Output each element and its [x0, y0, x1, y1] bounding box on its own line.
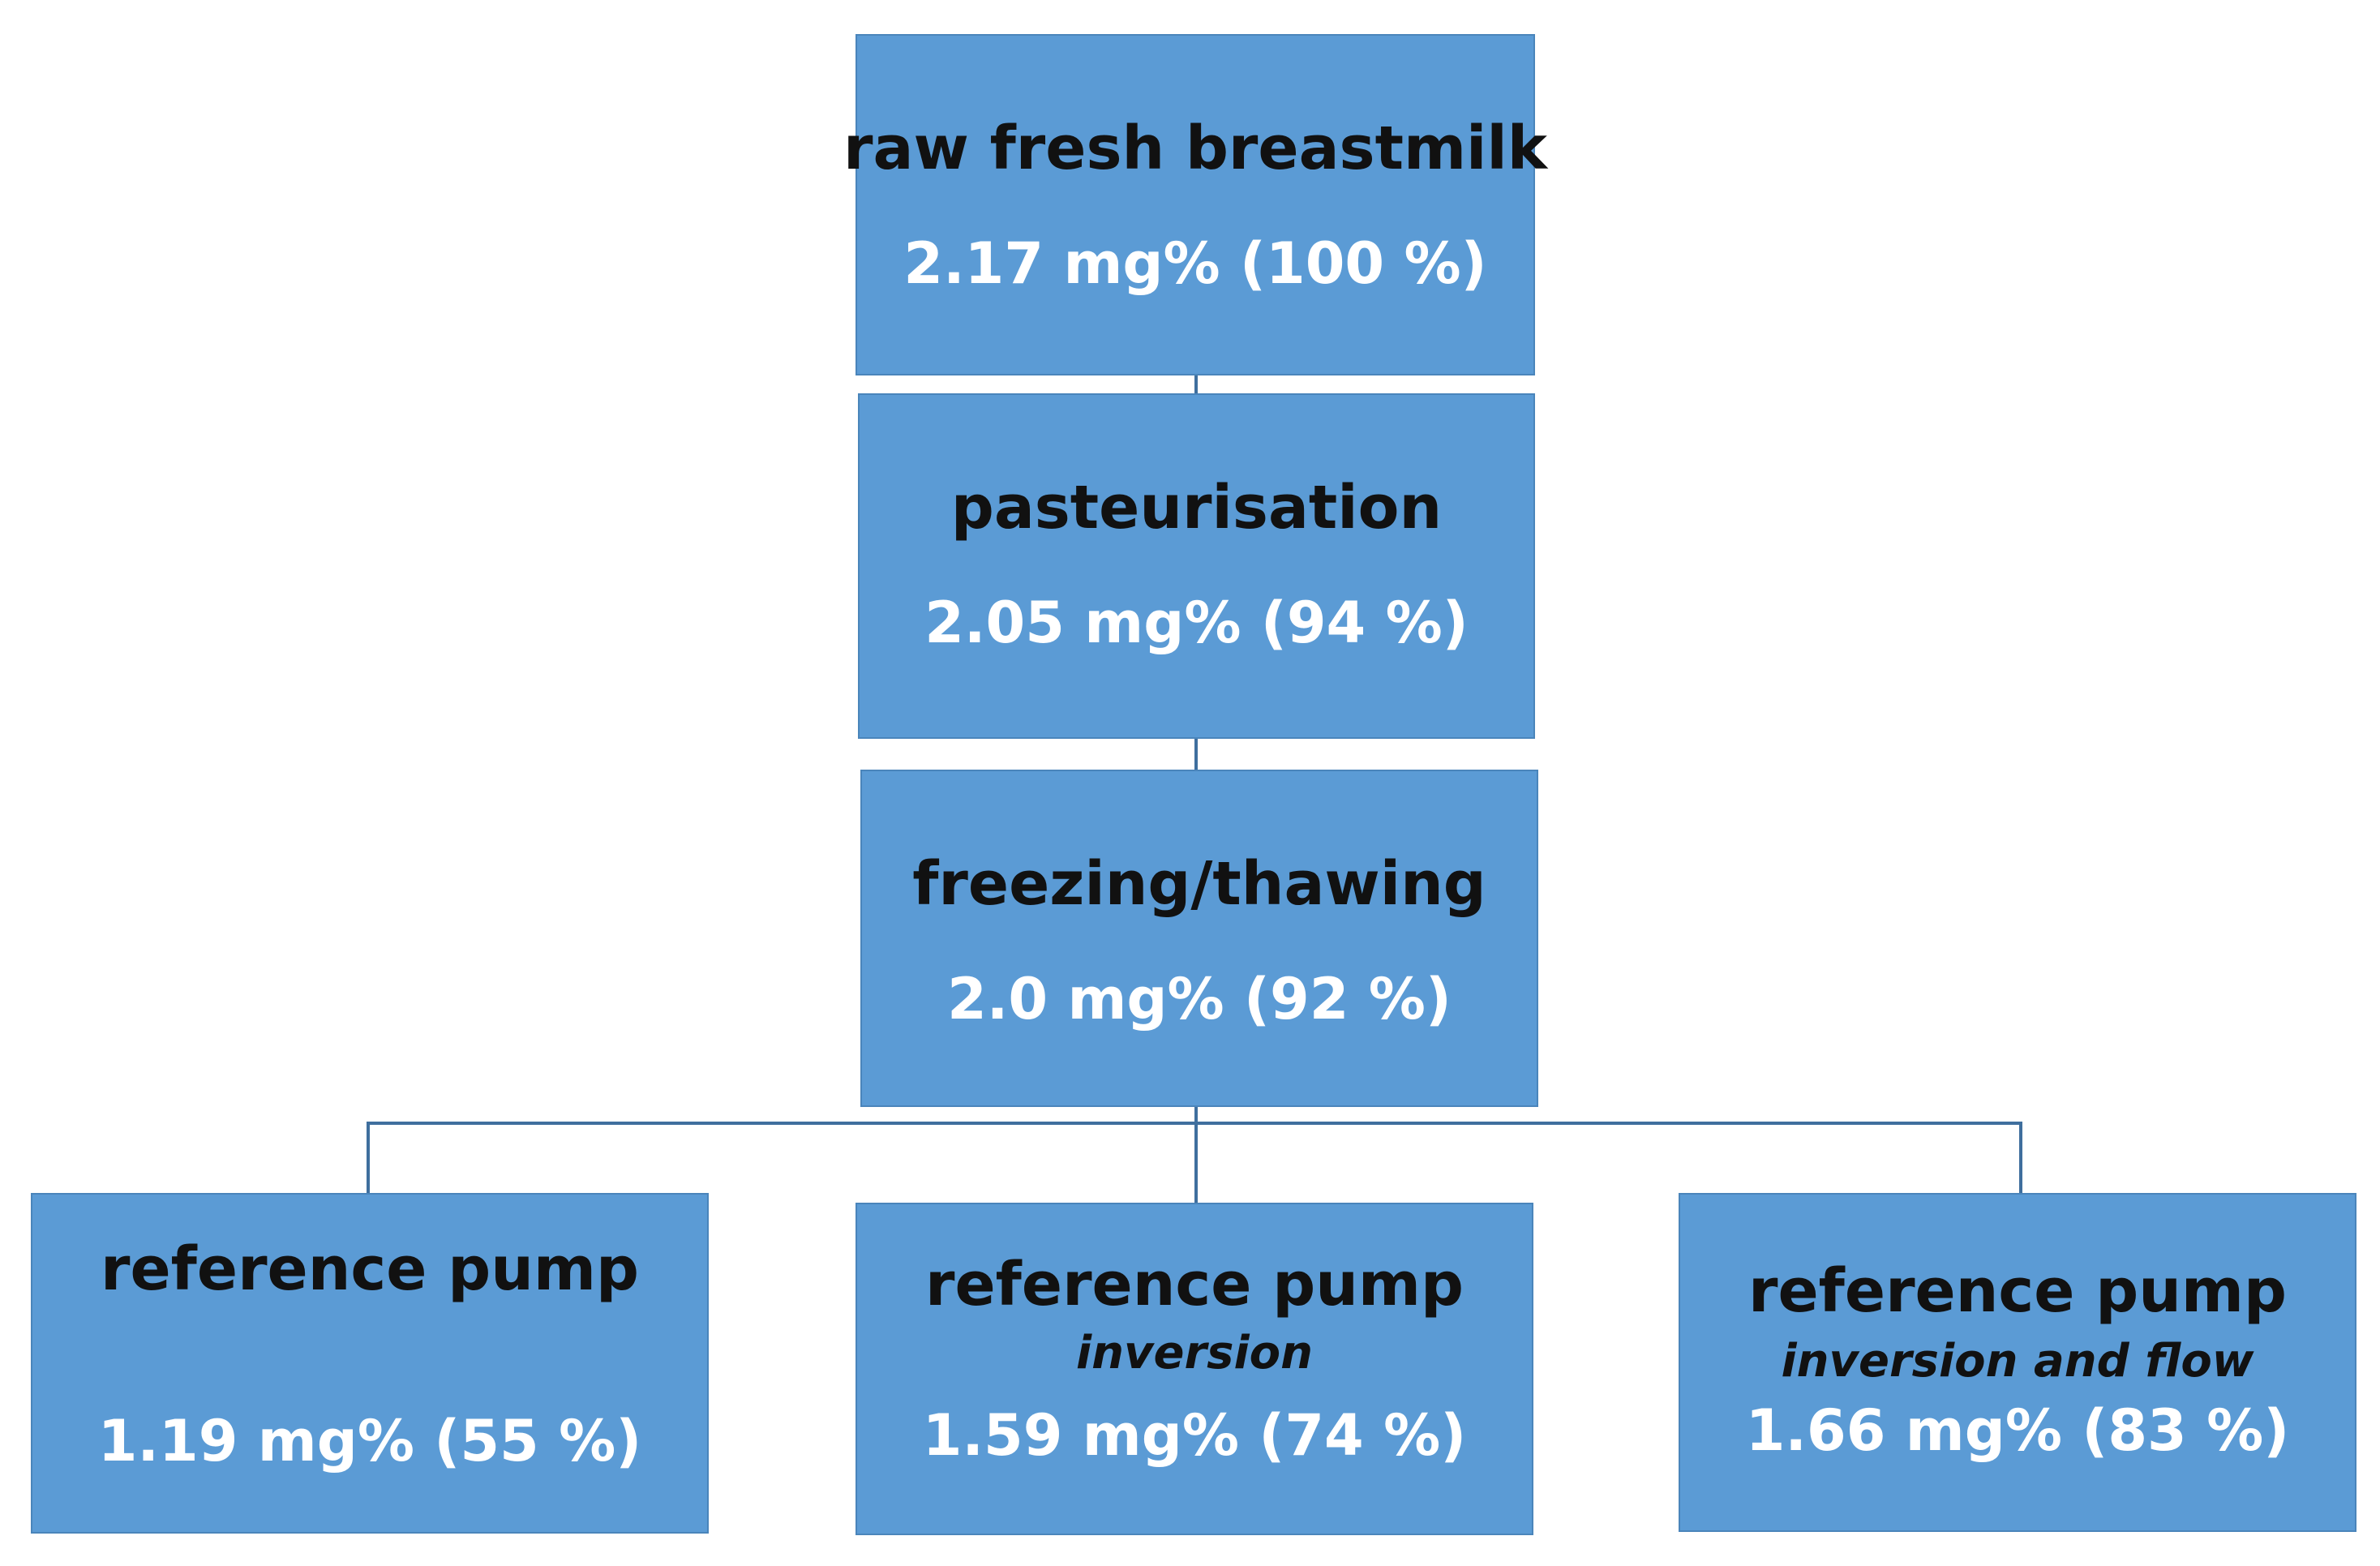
node-reference-pump: reference pump 1.19 mg% (55 %) — [31, 1193, 709, 1534]
node-value: 2.05 mg% (94 %) — [924, 590, 1469, 656]
node-subtitle: inversion and flow — [1781, 1335, 2254, 1388]
node-title: reference pump — [925, 1250, 1464, 1319]
node-raw-fresh-breastmilk: raw fresh breastmilk 2.17 mg% (100 %) — [843, 34, 1547, 375]
node-title: freezing/thawing — [912, 849, 1486, 919]
node-title: reference pump — [1748, 1256, 2287, 1326]
connector-freezing-trunk — [1194, 1107, 1198, 1130]
connector-raw-pasteurisation — [1194, 375, 1198, 393]
node-freezing-thawing: freezing/thawing 2.0 mg% (92 %) — [860, 770, 1538, 1107]
connector-to-pump-inversion — [1194, 1122, 1198, 1203]
node-title: raw fresh breastmilk — [843, 114, 1547, 183]
node-subtitle: inversion — [1075, 1327, 1314, 1379]
connector-pasteurisation-freezing — [1194, 739, 1198, 770]
node-value: 1.66 mg% (83 %) — [1745, 1397, 2290, 1464]
node-title: reference pump — [101, 1234, 639, 1304]
connector-to-pump-inversion-flow — [2019, 1122, 2022, 1193]
node-pasteurisation: pasteurisation 2.05 mg% (94 %) — [858, 393, 1535, 739]
node-reference-pump-inversion: reference pump inversion 1.59 mg% (74 %) — [856, 1203, 1533, 1535]
node-title: pasteurisation — [950, 473, 1443, 543]
node-value: 1.59 mg% (74 %) — [922, 1402, 1467, 1469]
node-value: 2.0 mg% (92 %) — [947, 966, 1452, 1032]
connector-to-pump-ref — [367, 1122, 370, 1193]
node-value: 1.19 mg% (55 %) — [97, 1408, 642, 1474]
node-value: 2.17 mg% (100 %) — [903, 230, 1487, 297]
node-reference-pump-inversion-flow: reference pump inversion and flow 1.66 m… — [1679, 1193, 2356, 1532]
